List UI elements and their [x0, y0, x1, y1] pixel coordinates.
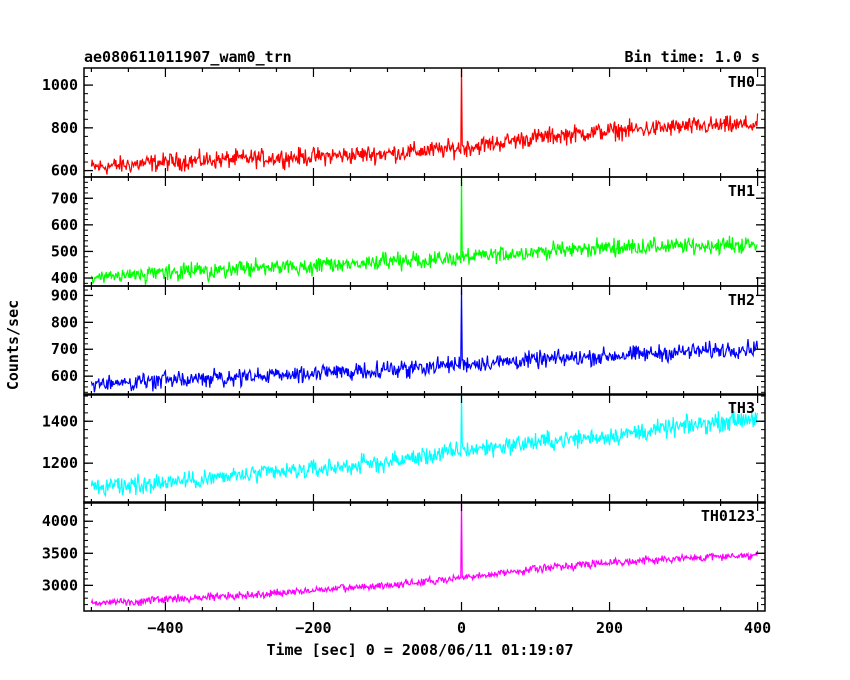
panel-frame: [83, 393, 766, 504]
panel-th0123: 3000 3500 4000 TH0123 −400 −200 0 200 400: [42, 501, 771, 637]
y-tick-label: 1000: [42, 76, 78, 94]
chart-title: ae080611011907_wam0_trn: [84, 48, 292, 66]
panels-group: 600 800 1000 TH0 400 500 600 700 TH1 600 700 800 900…: [42, 67, 771, 637]
y-tick-label: 800: [51, 313, 78, 331]
y-tick-label: 600: [51, 216, 78, 234]
series-line-th3: [90, 394, 759, 498]
series-line-th0123: [90, 502, 759, 607]
panel-label: TH3: [728, 399, 755, 417]
x-tick-label: −400: [147, 619, 183, 637]
y-tick-label: 800: [51, 119, 78, 137]
x-tick-label: 400: [744, 619, 771, 637]
panel-frame: [83, 285, 766, 396]
x-tick-label: 0: [457, 619, 466, 637]
series-line-th0: [90, 68, 759, 175]
series-line-th2: [90, 288, 759, 393]
y-tick-label: 500: [51, 242, 78, 260]
y-tick-label: 400: [51, 269, 78, 287]
y-tick-label: 3500: [42, 544, 78, 562]
y-tick-label: 900: [51, 286, 78, 304]
bin-time-label: Bin time: 1.0 s: [625, 48, 760, 66]
y-tick-label: 600: [51, 162, 78, 180]
y-tick-label: 700: [51, 340, 78, 358]
panel-label: TH0: [728, 73, 755, 91]
panel-th0: 600 800 1000 TH0: [42, 67, 766, 180]
x-tick-label: −200: [295, 619, 331, 637]
y-tick-label: 1200: [42, 454, 78, 472]
y-tick-label: 1400: [42, 412, 78, 430]
panel-th3: 1200 1400 TH3: [42, 393, 766, 504]
y-tick-label: 600: [51, 367, 78, 385]
panel-th1: 400 500 600 700 TH1: [51, 176, 766, 287]
panel-th2: 600 700 800 900 TH2: [51, 285, 766, 396]
panel-label: TH2: [728, 291, 755, 309]
y-tick-label: 700: [51, 189, 78, 207]
panel-label: TH0123: [701, 507, 755, 525]
y-tick-label: 4000: [42, 512, 78, 530]
series-line-th1: [90, 177, 758, 285]
y-axis-label: Counts/sec: [4, 300, 22, 390]
y-tick-label: 3000: [42, 576, 78, 594]
x-tick-label: 200: [596, 619, 623, 637]
panel-label: TH1: [728, 182, 755, 200]
x-axis-label: Time [sec] 0 = 2008/06/11 01:19:07: [266, 641, 573, 659]
